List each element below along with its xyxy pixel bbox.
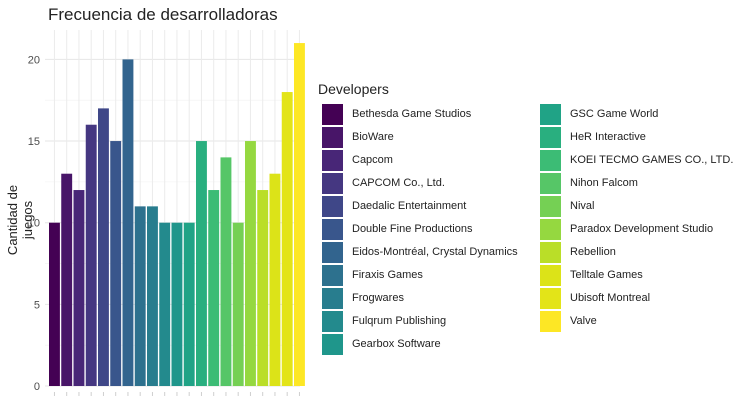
y-tick-label: 10	[28, 218, 40, 230]
legend-label: Double Fine Productions	[352, 223, 473, 235]
bar	[220, 157, 232, 386]
legend-swatch	[322, 241, 343, 263]
legend-item: Daedalic Entertainment	[322, 195, 467, 217]
legend-swatch	[322, 218, 343, 240]
y-tick-label: 0	[34, 381, 40, 393]
legend-item: HeR Interactive	[540, 126, 646, 148]
legend-item: Ubisoft Montreal	[540, 287, 651, 309]
legend-swatch	[322, 287, 343, 309]
legend-swatch	[540, 103, 561, 125]
legend-label: Fulqrum Publishing	[352, 315, 447, 327]
legend-item: KOEI TECMO GAMES CO., LTD.	[540, 149, 734, 171]
legend-item: Firaxis Games	[322, 264, 423, 286]
bar	[208, 190, 220, 386]
legend-label: Bethesda Game Studios	[352, 108, 472, 120]
bar	[159, 222, 171, 386]
bar	[183, 222, 195, 386]
legend-label: Paradox Development Studio	[570, 223, 714, 235]
bar	[294, 43, 305, 387]
bar	[281, 92, 293, 386]
legend-label: CAPCOM Co., Ltd.	[352, 177, 445, 189]
legend-label: GSC Game World	[570, 108, 659, 120]
y-tick-label: 20	[28, 54, 40, 66]
bar	[122, 59, 134, 386]
legend-item: Bethesda Game Studios	[322, 103, 472, 125]
legend-swatch	[540, 241, 561, 263]
bar	[73, 190, 85, 386]
legend-swatch	[322, 126, 343, 148]
legend-swatch	[540, 218, 561, 240]
legend-label: Capcom	[352, 154, 393, 166]
y-tick-label: 5	[34, 299, 40, 311]
legend-item: CAPCOM Co., Ltd.	[322, 172, 445, 194]
legend-swatch	[540, 172, 561, 194]
legend-item: Telltale Games	[540, 264, 643, 286]
bar	[257, 190, 269, 386]
bar	[110, 141, 122, 386]
legend-label: Nival	[570, 200, 595, 212]
legend-item: GSC Game World	[540, 103, 659, 125]
legend-item: Capcom	[322, 149, 393, 171]
legend-label: Gearbox Software	[352, 338, 441, 350]
bar	[269, 173, 281, 386]
bar	[85, 124, 97, 386]
legend-label: Rebellion	[570, 246, 616, 258]
bar	[134, 206, 146, 386]
legend-label: Ubisoft Montreal	[570, 292, 651, 304]
legend-item: Eidos-Montréal, Crystal Dynamics	[322, 241, 518, 263]
legend-item: Valve	[540, 310, 597, 332]
legend-item: Rebellion	[540, 241, 616, 263]
legend-item: Frogwares	[322, 287, 404, 309]
legend-swatch	[540, 195, 561, 217]
legend-swatch	[540, 126, 561, 148]
legend-swatch	[540, 149, 561, 171]
bar	[147, 206, 158, 386]
y-tick-label: 15	[28, 136, 40, 148]
legend-label: Daedalic Entertainment	[352, 200, 467, 212]
legend-item: Fulqrum Publishing	[322, 310, 447, 332]
legend-label: Frogwares	[352, 292, 404, 304]
bar	[49, 222, 60, 386]
legend-label: KOEI TECMO GAMES CO., LTD.	[570, 154, 734, 166]
bar	[98, 108, 109, 387]
legend-item: Nival	[540, 195, 595, 217]
legend-title: Developers	[318, 81, 389, 97]
legend-item: Nihon Falcom	[540, 172, 638, 194]
legend-swatch	[322, 172, 343, 194]
bar	[245, 141, 256, 386]
legend-label: Nihon Falcom	[570, 177, 638, 189]
legend-swatch	[322, 149, 343, 171]
legend-swatch	[322, 195, 343, 217]
bar	[171, 222, 183, 386]
legend-label: Valve	[570, 315, 597, 327]
legend-swatch	[322, 103, 343, 125]
legend-label: HeR Interactive	[570, 131, 646, 143]
legend-item: Double Fine Productions	[322, 218, 473, 240]
legend-label: Firaxis Games	[352, 269, 423, 281]
legend-swatch	[322, 310, 343, 332]
legend-item: BioWare	[322, 126, 394, 148]
legend-label: Telltale Games	[570, 269, 643, 281]
legend-swatch	[322, 333, 343, 355]
bar	[61, 173, 73, 386]
chart-title: Frecuencia de desarrolladoras	[48, 5, 278, 24]
legend-item: Paradox Development Studio	[540, 218, 714, 240]
bar	[196, 141, 207, 386]
legend-swatch	[540, 287, 561, 309]
legend-item: Gearbox Software	[322, 333, 441, 355]
legend-swatch	[540, 264, 561, 286]
legend-label: BioWare	[352, 131, 394, 143]
legend-label: Eidos-Montréal, Crystal Dynamics	[352, 246, 518, 258]
legend-swatch	[540, 310, 561, 332]
bar	[232, 222, 244, 386]
legend-swatch	[322, 264, 343, 286]
